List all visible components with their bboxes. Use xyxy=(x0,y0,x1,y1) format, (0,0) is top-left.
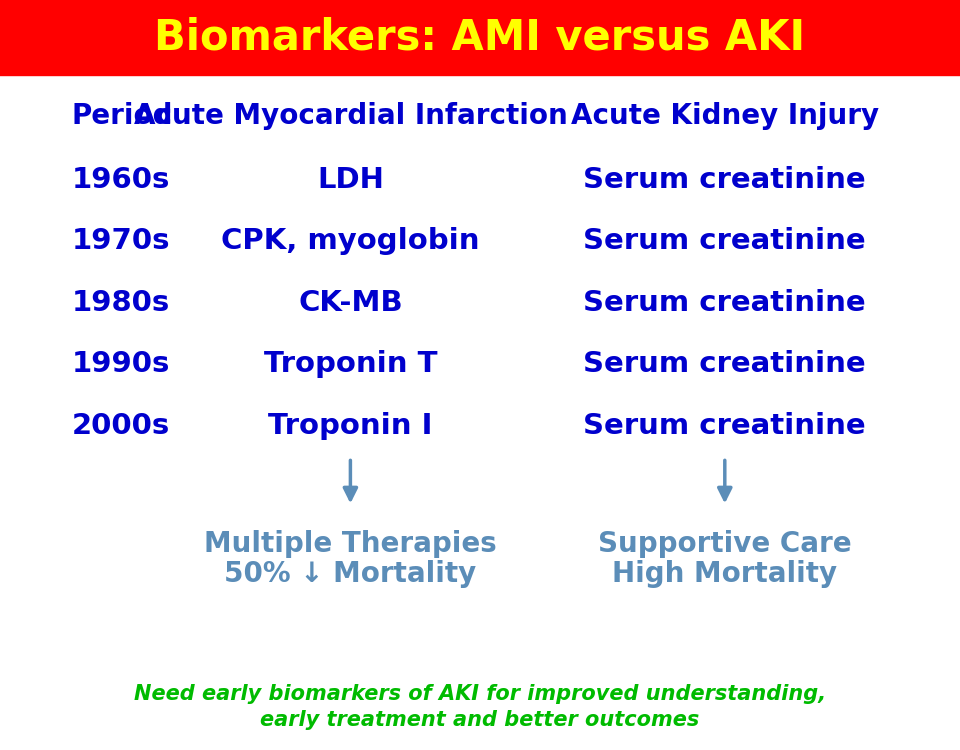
Text: Troponin I: Troponin I xyxy=(268,412,433,440)
Text: 1960s: 1960s xyxy=(72,166,170,194)
Text: High Mortality: High Mortality xyxy=(612,560,837,588)
Text: Troponin T: Troponin T xyxy=(264,350,437,379)
Text: 1970s: 1970s xyxy=(72,227,171,256)
Text: Period: Period xyxy=(72,102,174,130)
FancyBboxPatch shape xyxy=(0,0,960,75)
Text: Need early biomarkers of AKI for improved understanding,: Need early biomarkers of AKI for improve… xyxy=(134,684,826,703)
Text: Serum creatinine: Serum creatinine xyxy=(584,227,866,256)
Text: CPK, myoglobin: CPK, myoglobin xyxy=(221,227,480,256)
Text: 2000s: 2000s xyxy=(72,412,170,440)
Text: 50% ↓ Mortality: 50% ↓ Mortality xyxy=(225,560,476,588)
Text: Serum creatinine: Serum creatinine xyxy=(584,289,866,317)
Text: Serum creatinine: Serum creatinine xyxy=(584,166,866,194)
Text: Serum creatinine: Serum creatinine xyxy=(584,412,866,440)
Text: early treatment and better outcomes: early treatment and better outcomes xyxy=(260,710,700,730)
Text: Acute Kidney Injury: Acute Kidney Injury xyxy=(571,102,878,130)
Text: 1990s: 1990s xyxy=(72,350,170,379)
Text: Biomarkers: AMI versus AKI: Biomarkers: AMI versus AKI xyxy=(155,16,805,58)
Text: LDH: LDH xyxy=(317,166,384,194)
Text: CK-MB: CK-MB xyxy=(299,289,402,317)
Text: Acute Myocardial Infarction: Acute Myocardial Infarction xyxy=(133,102,567,130)
Text: 1980s: 1980s xyxy=(72,289,170,317)
Text: Multiple Therapies: Multiple Therapies xyxy=(204,530,496,558)
Text: Serum creatinine: Serum creatinine xyxy=(584,350,866,379)
Text: Supportive Care: Supportive Care xyxy=(598,530,852,558)
